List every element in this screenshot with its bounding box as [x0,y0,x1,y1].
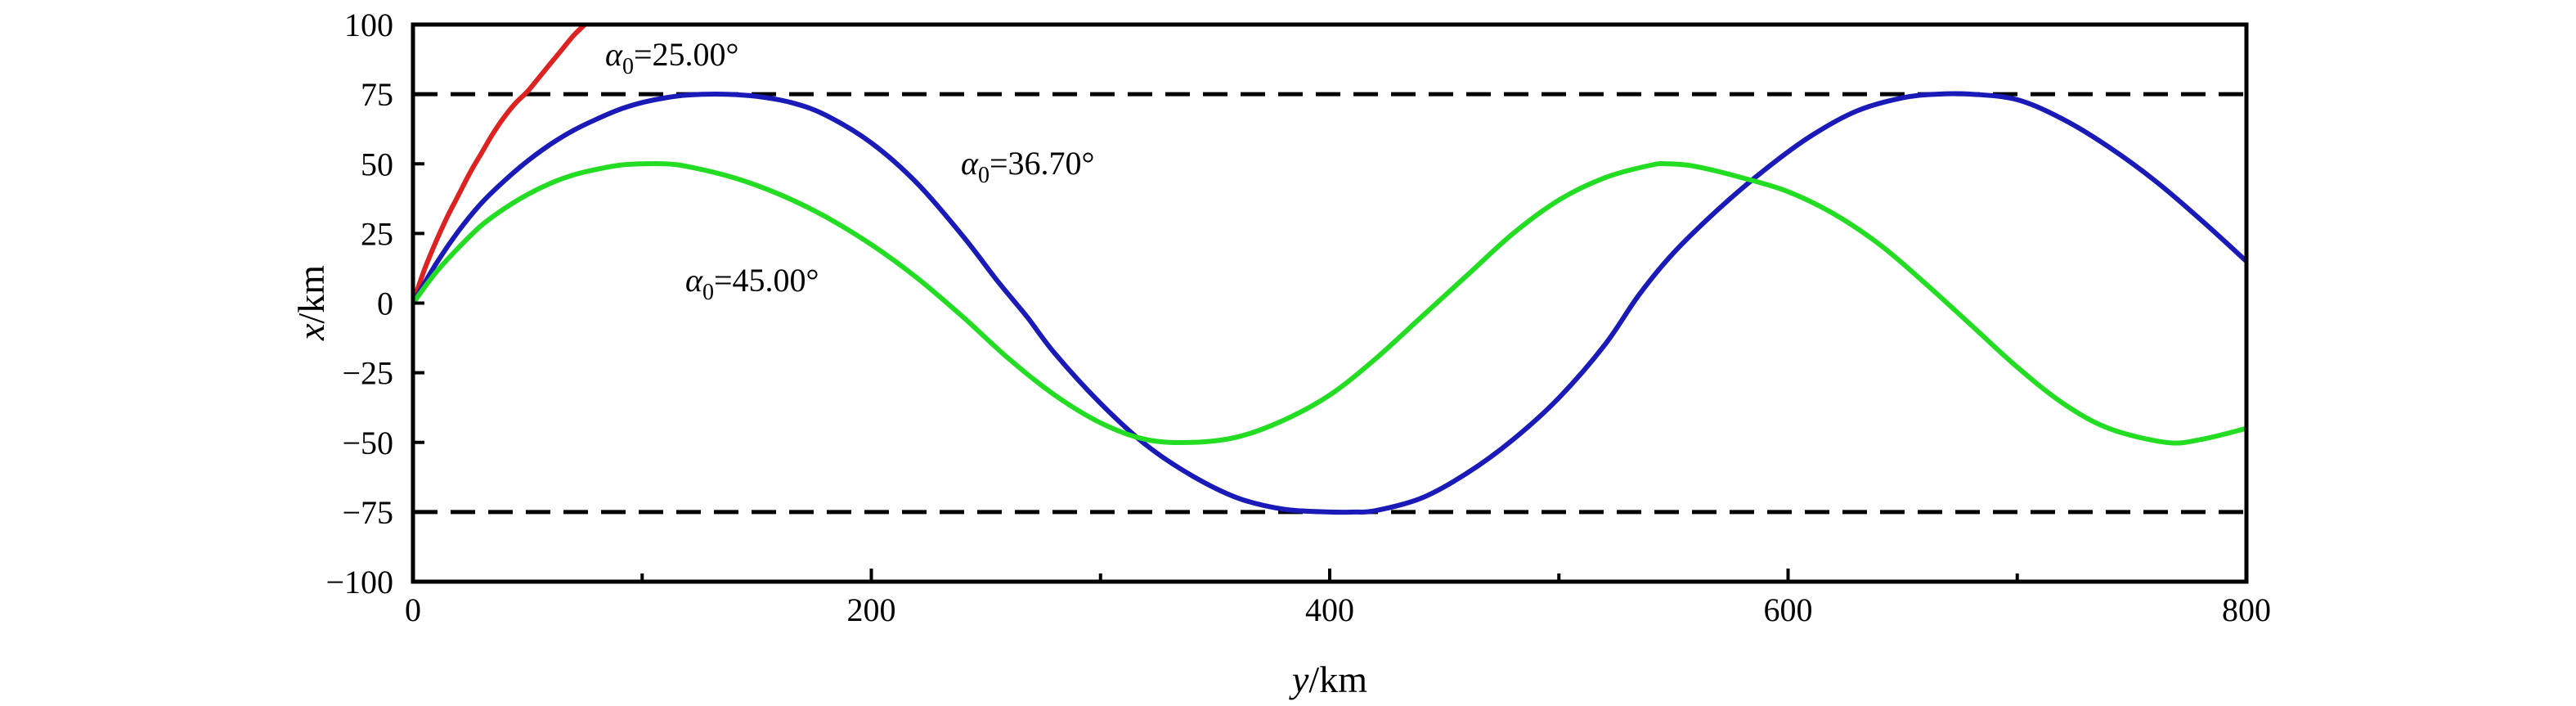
series-line-1 [413,25,588,306]
y-tick-label: 75 [361,76,393,113]
ticks-group: 0 200 400 600 800 100 75 50 25 0 −25 −50 −75 −100 [325,7,2271,628]
x-tick-label: 0 [405,591,421,628]
x-tick-label: 600 [1764,591,1813,628]
y-axis-unit: /km [290,265,332,324]
y-axis-var: x [290,323,332,341]
x-axis-unit: /km [1308,659,1367,700]
y-tick-label: 100 [344,7,393,43]
series-group [413,25,2246,515]
y-axis-title: x/km [290,265,332,341]
annotations-group: α0=25.00° α0=36.70° α0=45.00° [605,36,1095,305]
x-tick-label: 400 [1305,591,1354,628]
x-axis-title: y/km [1289,659,1367,700]
y-tick-label: 25 [361,215,393,252]
y-tick-label: 50 [361,146,393,182]
curve-label-2: α0=36.70° [961,145,1095,188]
y-tick-label: −100 [325,564,393,600]
series-line-2 [413,91,2246,515]
curve-label-3: α0=45.00° [685,262,819,305]
x-axis-var: y [1289,659,1309,700]
y-tick-label: −25 [342,355,393,392]
x-tick-label: 800 [2222,591,2271,628]
y-tick-label: −50 [342,425,393,461]
curve-label-1: α0=25.00° [605,36,739,79]
plot-area [413,25,2246,582]
y-tick-label: 0 [377,286,393,322]
y-tick-label: −75 [342,494,393,531]
x-tick-label: 200 [847,591,896,628]
series-line-3 [413,160,2246,446]
